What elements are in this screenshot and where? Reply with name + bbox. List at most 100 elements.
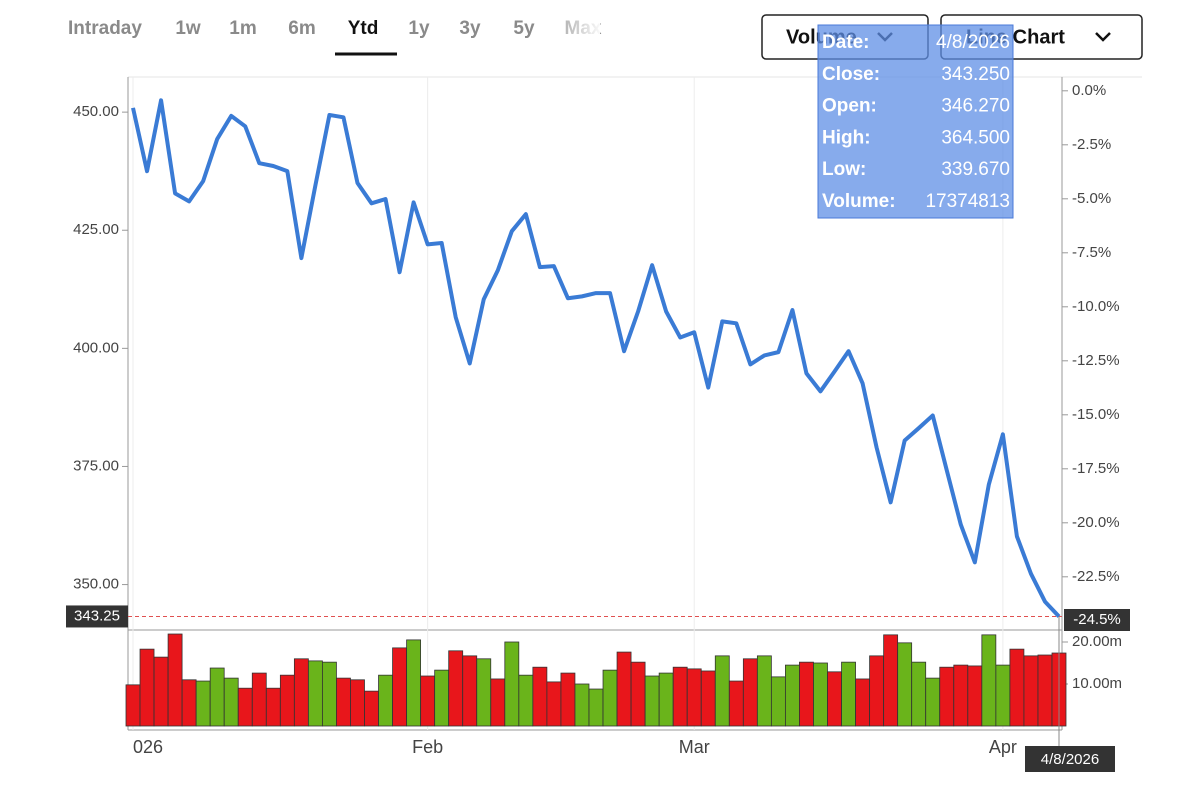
x-tick-label: Apr	[989, 737, 1017, 757]
volume-bar	[644, 675, 660, 727]
crosshair-date: 4/8/2026	[1041, 751, 1099, 768]
tooltip-value: 339.670	[941, 159, 1010, 180]
y-tick-label: 425.00	[73, 221, 119, 238]
range-tab[interactable]: 6m	[288, 18, 315, 39]
volume-bar	[602, 669, 618, 727]
y2-tick-label: -10.0%	[1072, 298, 1120, 315]
y2-tick-label: -15.0%	[1072, 406, 1120, 423]
volume-bar	[855, 678, 870, 727]
volume-bar	[293, 658, 309, 727]
volume-bar	[434, 669, 450, 727]
y-tick-label: 400.00	[73, 339, 119, 356]
volume-bar	[532, 666, 548, 727]
tooltip: Date: 4/8/2026 Close: 343.250 Open: 346.270 Hi…	[817, 24, 1014, 219]
range-tab[interactable]: 5y	[513, 18, 535, 39]
volume-bar	[1037, 654, 1053, 727]
tooltip-label: Close:	[822, 64, 880, 85]
y-tick-label: 450.00	[73, 103, 119, 120]
last-change-box	[1064, 609, 1130, 631]
volume-bar	[490, 678, 506, 727]
volume-bar	[841, 661, 856, 727]
volume-bar	[686, 668, 702, 727]
y3-tick-label: 20.00m	[1072, 633, 1122, 650]
volume-bar	[139, 648, 155, 727]
range-tab[interactable]: 1m	[229, 18, 256, 39]
volume-bar	[237, 687, 253, 727]
volume-bar	[714, 655, 730, 727]
volume-bar	[658, 672, 674, 727]
volume-bar	[420, 675, 436, 727]
tooltip-value: 4/8/2026	[936, 32, 1010, 53]
y2-tick-label: 0.0%	[1072, 82, 1106, 99]
volume-bar	[336, 677, 351, 727]
tooltip-value: 17374813	[925, 191, 1010, 212]
range-tab[interactable]: 1w	[175, 18, 201, 39]
volume-bar	[307, 660, 323, 727]
last-change-label: -24.5%	[1073, 611, 1121, 628]
volume-bar	[925, 677, 941, 727]
volume-bar	[518, 674, 534, 727]
volume-bar	[756, 655, 772, 727]
y2-tick-label: -5.0%	[1072, 190, 1111, 207]
last-price-label: 343.25	[74, 607, 120, 624]
volume-bar	[953, 664, 969, 727]
y2-tick-label: -7.5%	[1072, 244, 1111, 261]
volume-bar	[827, 671, 842, 727]
y3-tick-label: 10.00m	[1072, 675, 1122, 692]
range-tab[interactable]: Intraday	[68, 18, 142, 39]
volume-bar	[672, 666, 688, 727]
volume-bar	[939, 666, 955, 727]
volume-bar	[911, 661, 927, 727]
volume-bar	[167, 633, 183, 727]
volume-bar	[251, 672, 267, 727]
volume-bar	[897, 642, 913, 727]
volume-bar	[616, 651, 632, 727]
volume-bar	[378, 674, 393, 727]
volume-bar	[883, 634, 899, 727]
range-tab[interactable]: 1y	[408, 18, 430, 39]
last-price-box	[66, 605, 128, 628]
volume-bar	[742, 658, 758, 727]
volume-bar	[209, 667, 225, 727]
volume-bar	[462, 655, 478, 727]
volume-bar	[504, 641, 520, 727]
y2-tick-label: -12.5%	[1072, 352, 1120, 369]
range-tabs: Intraday1w1m6mYtd1y3y5yMax	[68, 18, 602, 56]
tooltip-value: 343.250	[941, 64, 1010, 85]
volume-bar	[785, 664, 800, 727]
tooltip-box	[817, 24, 1014, 219]
volume-bar	[322, 661, 337, 727]
volume-bar	[350, 679, 365, 727]
tooltip-label: Date:	[822, 32, 870, 53]
volume-bar	[588, 688, 604, 727]
volume-bar	[813, 662, 828, 727]
x-tick-label: Feb	[412, 737, 443, 757]
volume-bar	[476, 658, 492, 727]
tooltip-label: Low:	[822, 159, 866, 180]
crosshair-date-box	[1025, 746, 1115, 772]
range-tab[interactable]: 3y	[459, 18, 481, 39]
volume-bar	[967, 665, 983, 727]
volume-bar	[700, 670, 716, 727]
x-tick-label: Mar	[679, 737, 710, 757]
tooltip-label: Open:	[822, 96, 877, 117]
plot: 026 Feb Mar Apr 350.00 375.00 400.00 425.00 450.…	[66, 77, 1130, 757]
volume-bar	[546, 681, 562, 727]
volume-bar	[799, 661, 814, 727]
range-tab[interactable]: Ytd	[348, 18, 379, 39]
volume-bar	[770, 676, 786, 727]
tooltip-label: High:	[822, 127, 871, 148]
dropdown-arrow[interactable]	[1095, 32, 1111, 42]
volume-bar	[728, 680, 744, 727]
volume-bar	[560, 672, 576, 727]
volume-bar	[869, 655, 885, 727]
y-tick-label: 350.00	[73, 576, 119, 593]
volume-bar	[181, 679, 197, 727]
volume-bar	[448, 650, 464, 727]
volume-bar	[364, 690, 379, 727]
volume-bar	[279, 674, 295, 727]
volume-bar	[995, 664, 1011, 727]
tooltip-value: 364.500	[941, 127, 1010, 148]
volume-bar	[265, 687, 281, 727]
